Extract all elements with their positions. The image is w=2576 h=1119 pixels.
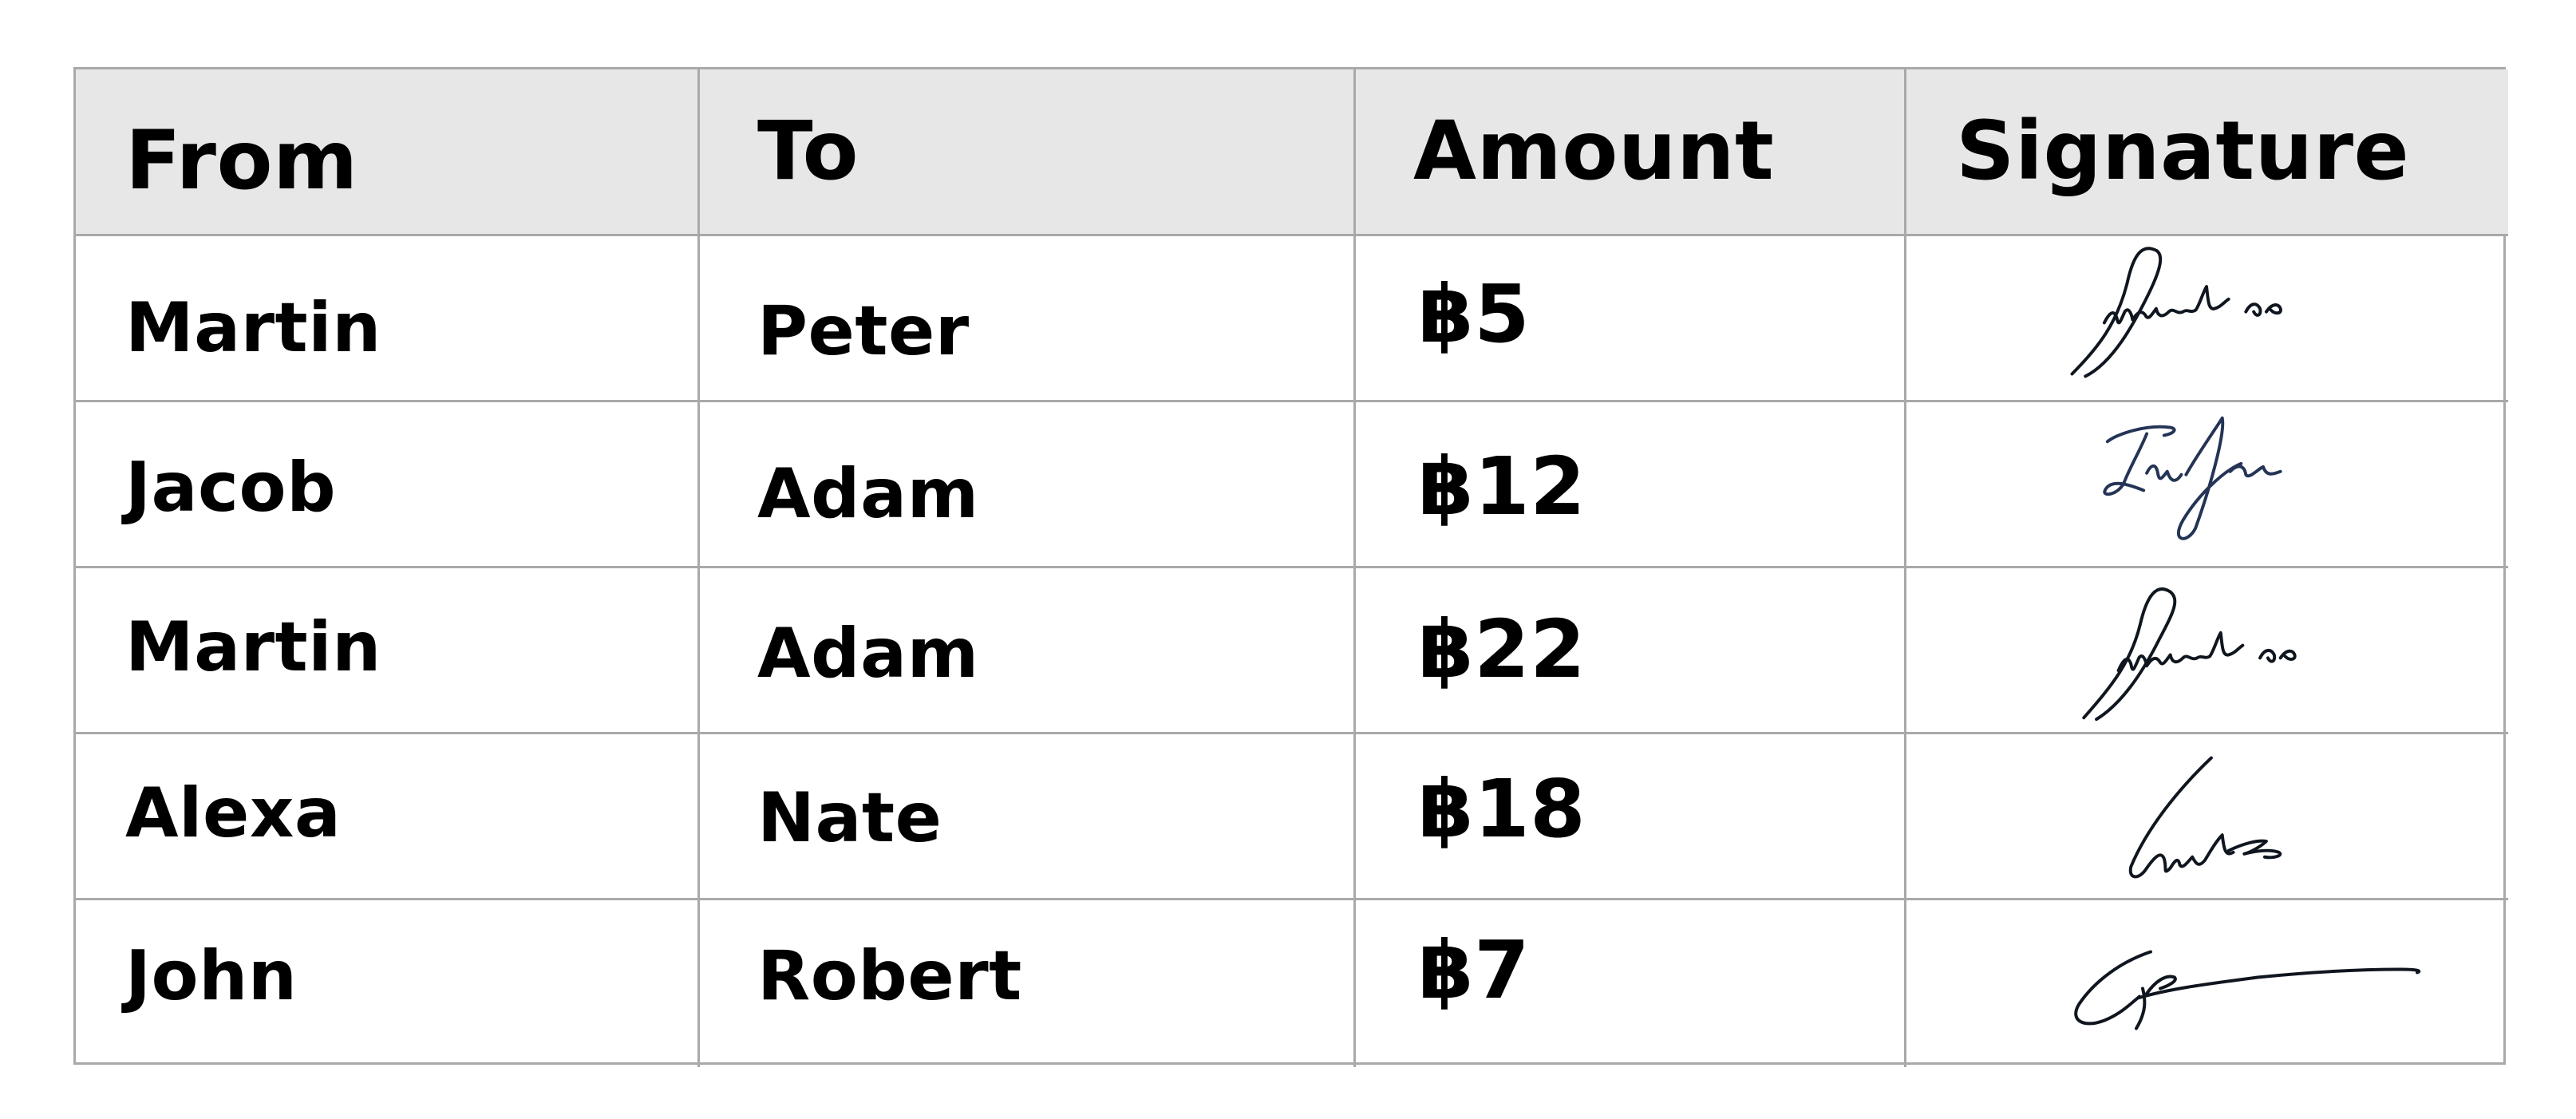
table-row-3-to: Adam (700, 568, 1356, 734)
amount-value: ฿12 (1418, 440, 1586, 533)
from-name: Alexa (125, 773, 342, 853)
transactions-table: From To Amount Signature Martin Peter ฿5… (73, 67, 2508, 1067)
from-name: John (125, 936, 298, 1016)
header-signature: Signature (1906, 69, 2508, 236)
from-name: Martin (125, 607, 381, 687)
table-row-3-from: Martin (76, 568, 700, 734)
to-name: Adam (757, 454, 979, 534)
table-row-5-to: Robert (700, 900, 1356, 1067)
header-amount-label: Amount (1413, 104, 1775, 199)
signature-image (2082, 587, 2297, 722)
table-row-1-to: Peter (700, 236, 1356, 402)
amount-value: ฿5 (1418, 267, 1531, 361)
table-row-2-to: Adam (700, 402, 1356, 568)
to-name: Robert (757, 936, 1022, 1016)
table-row-2-signature (1906, 402, 2508, 568)
table-row-2-amount: ฿12 (1356, 402, 1906, 568)
table-row-4-to: Nate (700, 734, 1356, 900)
amount-value: ฿7 (1418, 923, 1531, 1017)
to-name: Nate (757, 778, 942, 858)
amount-value: ฿22 (1418, 603, 1586, 696)
table-row-1-amount: ฿5 (1356, 236, 1906, 402)
header-amount: Amount (1356, 69, 1906, 236)
header-to-label: To (757, 104, 859, 199)
signature-image (2070, 247, 2282, 378)
signature-image (2103, 416, 2282, 540)
to-name: Adam (757, 614, 979, 694)
table-row-4-from: Alexa (76, 734, 700, 900)
table-row-4-amount: ฿18 (1356, 734, 1906, 900)
header-from: From (76, 69, 700, 236)
signature-image (2074, 950, 2421, 1030)
header-signature-label: Signature (1956, 104, 2410, 199)
header-to: To (700, 69, 1356, 236)
table-row-5-from: John (76, 900, 700, 1067)
table-row-3-signature (1906, 568, 2508, 734)
table-row-5-signature (1906, 900, 2508, 1067)
header-from-label: From (125, 113, 358, 208)
to-name: Peter (757, 291, 970, 371)
table-row-2-from: Jacob (76, 402, 700, 568)
table-row-4-signature (1906, 734, 2508, 900)
from-name: Martin (125, 288, 381, 368)
table-row-1-from: Martin (76, 236, 700, 402)
table-row-1-signature (1906, 236, 2508, 402)
signature-image (2128, 756, 2282, 879)
table-row-5-amount: ฿7 (1356, 900, 1906, 1067)
table-row-3-amount: ฿22 (1356, 568, 1906, 734)
from-name: Jacob (125, 448, 337, 528)
amount-value: ฿18 (1418, 762, 1586, 856)
